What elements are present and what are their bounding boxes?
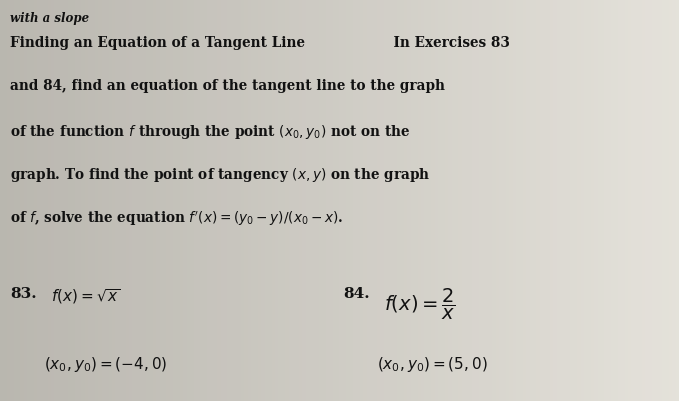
Text: $(x_0, y_0) = (5, 0)$: $(x_0, y_0) = (5, 0)$ [377, 355, 488, 374]
Text: Finding an Equation of a Tangent Line: Finding an Equation of a Tangent Line [10, 36, 305, 50]
Text: 84.: 84. [343, 287, 369, 301]
Text: $f(x) = \sqrt{x}$: $f(x) = \sqrt{x}$ [51, 287, 120, 306]
Text: graph. To find the point of tangency $(x, y)$ on the graph: graph. To find the point of tangency $(x… [10, 166, 430, 184]
Text: $(x_0, y_0) = (-4, 0)$: $(x_0, y_0) = (-4, 0)$ [44, 355, 168, 374]
Text: with a slope: with a slope [10, 12, 90, 25]
Text: of $\mathit{f}$, solve the equation $f'(x) = (y_0 - y)/(x_0 - x)$.: of $\mathit{f}$, solve the equation $f'(… [10, 209, 344, 227]
Text: and 84, find an equation of the tangent line to the graph: and 84, find an equation of the tangent … [10, 79, 445, 93]
Text: $f(x) = \dfrac{2}{x}$: $f(x) = \dfrac{2}{x}$ [384, 287, 456, 322]
Text: 83.: 83. [10, 287, 37, 301]
Text: In Exercises 83: In Exercises 83 [384, 36, 509, 50]
Text: of the function $\mathit{f}$ through the point $(x_0, y_0)$ not on the: of the function $\mathit{f}$ through the… [10, 123, 410, 141]
